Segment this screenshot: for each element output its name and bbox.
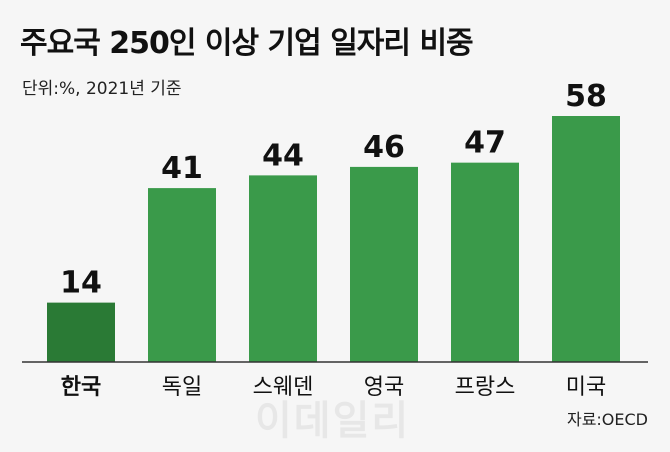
category-label: 영국 <box>364 375 404 400</box>
source-note: 자료:OECD <box>566 410 648 429</box>
category-label: 스웨덴 <box>253 375 314 400</box>
bar-미국 <box>552 116 620 362</box>
unit-note: 단위:%, 2021년 기준 <box>22 79 182 99</box>
value-label: 41 <box>161 151 203 186</box>
bar-한국 <box>47 302 115 362</box>
value-label: 58 <box>565 79 607 114</box>
value-label: 46 <box>363 130 405 165</box>
category-label: 한국 <box>61 375 101 400</box>
category-label: 독일 <box>162 375 202 400</box>
category-label: 프랑스 <box>455 375 516 400</box>
bar-독일 <box>148 188 216 362</box>
bar-영국 <box>350 166 418 362</box>
value-label: 14 <box>60 266 102 301</box>
chart-title: 주요국 250인 이상 기업 일자리 비중 <box>20 26 474 61</box>
bar-스웨덴 <box>249 175 317 362</box>
category-label: 미국 <box>566 375 606 400</box>
bar-프랑스 <box>451 162 519 362</box>
value-label: 47 <box>464 126 506 161</box>
value-label: 44 <box>262 138 304 173</box>
watermark: 이데일리 <box>255 398 411 444</box>
